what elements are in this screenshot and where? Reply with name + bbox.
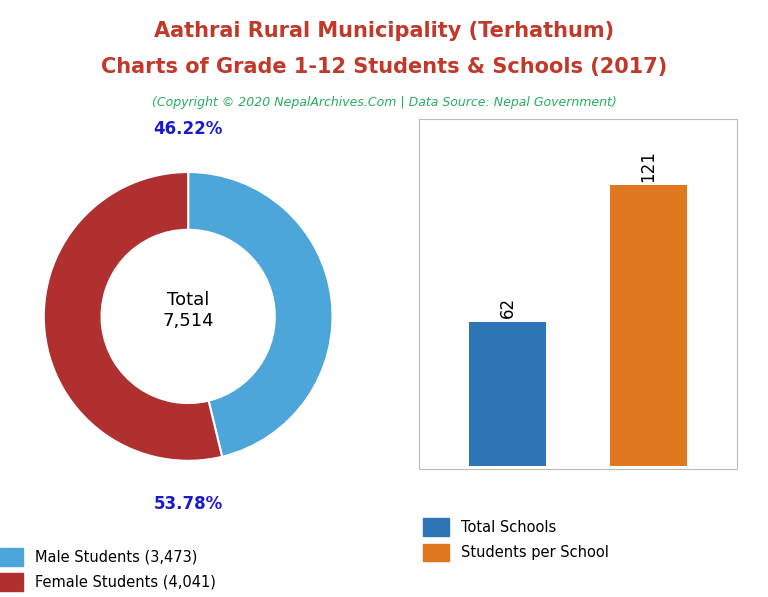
Wedge shape [188,172,333,457]
Text: 46.22%: 46.22% [154,120,223,138]
Legend: Total Schools, Students per School: Total Schools, Students per School [422,518,608,561]
Text: 62: 62 [498,297,517,318]
Bar [610,185,687,466]
Text: 121: 121 [639,150,657,181]
Text: Aathrai Rural Municipality (Terhathum): Aathrai Rural Municipality (Terhathum) [154,21,614,41]
Text: (Copyright © 2020 NepalArchives.Com | Data Source: Nepal Government): (Copyright © 2020 NepalArchives.Com | Da… [151,96,617,109]
Legend: Male Students (3,473), Female Students (4,041): Male Students (3,473), Female Students (… [0,548,216,590]
Wedge shape [44,172,222,461]
Text: 53.78%: 53.78% [154,495,223,513]
Text: Charts of Grade 1-12 Students & Schools (2017): Charts of Grade 1-12 Students & Schools … [101,57,667,77]
Bar [468,322,546,466]
Text: Total
7,514: Total 7,514 [162,291,214,330]
